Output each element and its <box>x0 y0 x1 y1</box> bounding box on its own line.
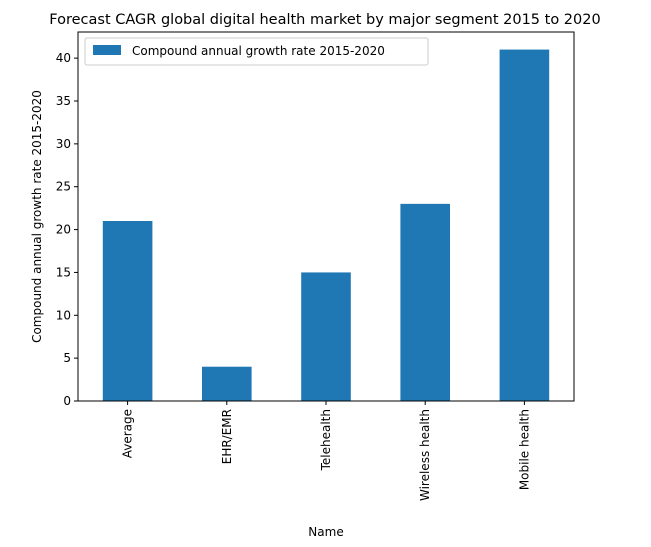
bar-ehr-emr <box>202 366 252 401</box>
x-axis-label: Name <box>308 525 343 539</box>
bar-mobile-health <box>499 49 550 401</box>
legend: Compound annual growth rate 2015-2020 <box>84 37 429 66</box>
chart-title: Forecast CAGR global digital health mark… <box>49 12 600 28</box>
x-tick-label: Wireless health <box>418 409 432 501</box>
y-tick-label: 40 <box>56 51 71 65</box>
bar-average <box>102 221 153 401</box>
y-tick-label: 10 <box>56 308 71 322</box>
y-tick-label: 35 <box>56 94 71 108</box>
x-tick-label: Mobile health <box>517 409 531 490</box>
bar-telehealth <box>301 272 351 401</box>
y-tick-label: 5 <box>63 351 71 365</box>
x-tick-label: EHR/EMR <box>220 409 234 464</box>
y-tick-label: 25 <box>56 180 71 194</box>
x-tick-label: Average <box>121 409 135 458</box>
x-axis-ticks: Average EHR/EMR Telehealth Wireless health M… <box>121 401 531 501</box>
y-tick-label: 0 <box>63 394 71 408</box>
bar-wireless-health <box>400 203 450 401</box>
legend-frame <box>84 37 429 66</box>
y-tick-label: 15 <box>56 265 71 279</box>
y-axis-label: Compound annual growth rate 2015-2020 <box>30 90 44 343</box>
plot-frame <box>77 31 575 402</box>
y-axis-ticks: 0 5 10 15 20 25 30 35 40 <box>56 51 78 408</box>
bars-group <box>102 49 550 401</box>
y-tick-label: 30 <box>56 137 71 151</box>
legend-label: Compound annual growth rate 2015-2020 <box>132 44 385 58</box>
x-tick-label: Telehealth <box>319 409 333 471</box>
legend-swatch <box>93 45 121 55</box>
y-tick-label: 20 <box>56 223 71 237</box>
